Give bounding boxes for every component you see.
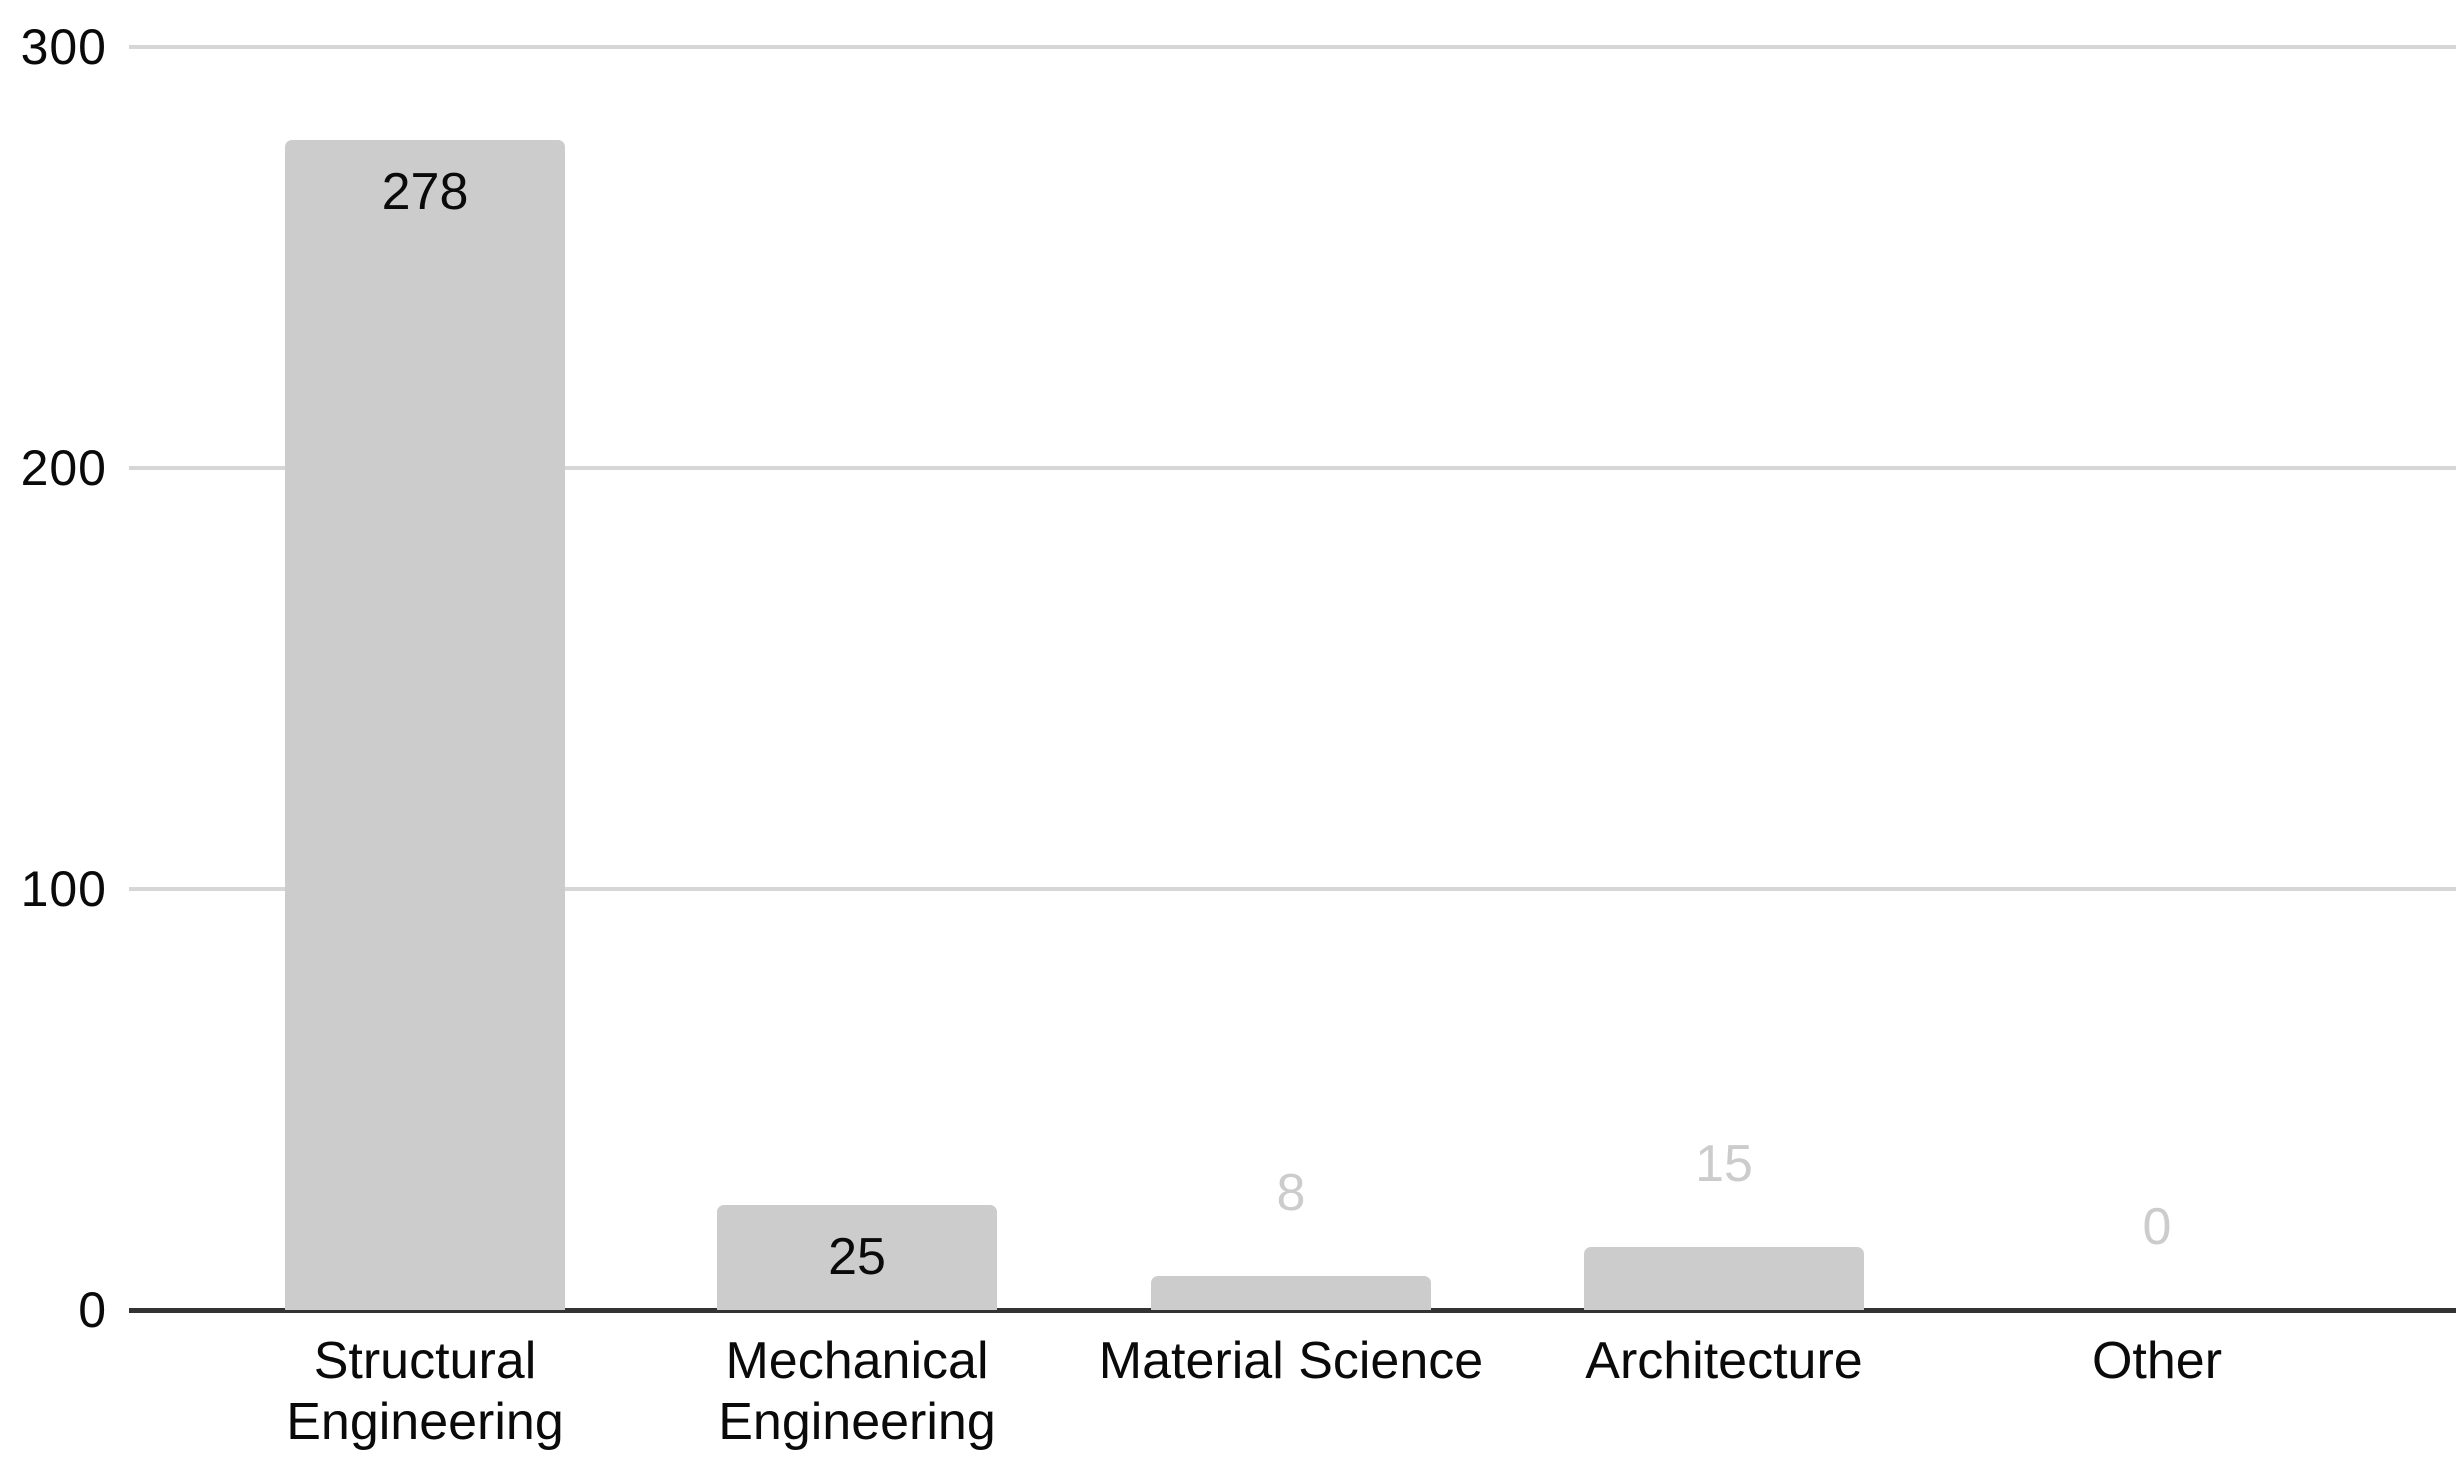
value-label-architecture: 15: [1695, 1135, 1753, 1193]
y-tick-label-100: 100: [20, 861, 107, 917]
y-tick-label-300: 300: [20, 19, 107, 75]
bar-structural-engineering: [285, 140, 565, 1310]
value-label-structural-engineering: 278: [381, 163, 469, 221]
value-label-material-science: 8: [1276, 1164, 1306, 1222]
gridline-200: [129, 466, 2456, 470]
category-label-other: Other: [2091, 1332, 2223, 1390]
y-tick-label-200: 200: [20, 440, 107, 496]
category-label-architecture: Architecture: [1585, 1332, 1863, 1390]
gridline-300: [129, 45, 2456, 49]
value-label-other: 0: [2142, 1198, 2172, 1256]
bar-material-science: [1151, 1276, 1431, 1310]
gridline-100: [129, 887, 2456, 891]
category-label-structural-engineering: Structural Engineering: [286, 1332, 564, 1451]
x-axis-line: [129, 1308, 2456, 1313]
category-label-mechanical-engineering: Mechanical Engineering: [718, 1332, 996, 1451]
bar-architecture: [1584, 1247, 1864, 1310]
value-label-mechanical-engineering: 25: [828, 1228, 886, 1286]
y-tick-label-0: 0: [78, 1282, 107, 1338]
bar-mechanical-engineering: [717, 1205, 997, 1310]
category-label-material-science: Material Science: [1098, 1332, 1484, 1390]
